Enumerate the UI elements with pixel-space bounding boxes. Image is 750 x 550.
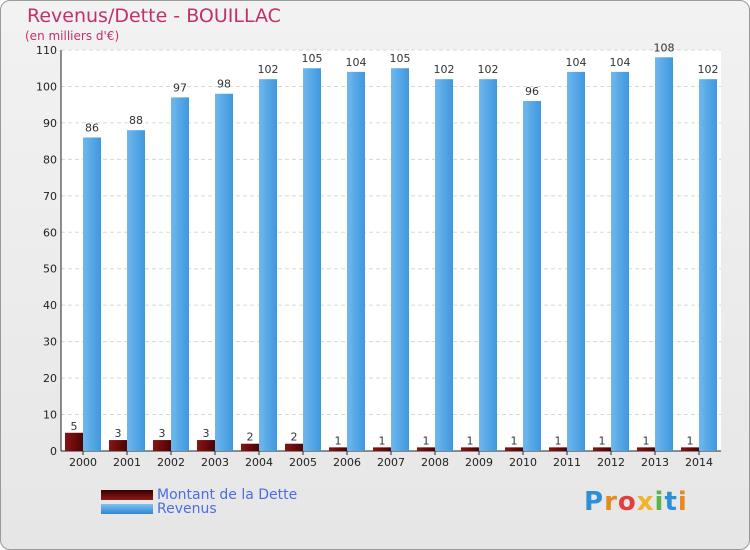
bar-dette bbox=[65, 432, 83, 451]
chart-title: Revenus/Dette - BOUILLAC bbox=[27, 5, 281, 27]
bar-dette bbox=[197, 440, 215, 451]
bar-revenus bbox=[347, 71, 365, 451]
bar-dette bbox=[241, 443, 259, 451]
data-label-revenus: 88 bbox=[129, 114, 143, 127]
y-tick-label: 40 bbox=[43, 299, 57, 312]
legend-item-dette: Montant de la Dette bbox=[101, 487, 298, 503]
proxiti-logo: Proxiti bbox=[584, 487, 688, 517]
bar-revenus bbox=[435, 79, 453, 451]
x-tick-label: 2005 bbox=[289, 456, 317, 469]
legend-swatch-dette bbox=[101, 490, 153, 500]
data-label-dette: 3 bbox=[115, 427, 122, 440]
legend-item-revenus: Revenus bbox=[101, 501, 217, 517]
data-label-dette: 1 bbox=[599, 434, 606, 447]
bar-dette bbox=[153, 440, 171, 451]
bar-dette bbox=[285, 443, 303, 451]
bar-revenus bbox=[523, 101, 541, 451]
data-label-revenus: 105 bbox=[390, 52, 411, 65]
data-label-revenus: 102 bbox=[698, 63, 719, 76]
x-tick-label: 2001 bbox=[113, 456, 141, 469]
legend-swatch-revenus bbox=[101, 504, 153, 514]
y-tick-label: 0 bbox=[50, 445, 57, 458]
bar-revenus bbox=[391, 68, 409, 452]
data-label-revenus: 108 bbox=[654, 41, 675, 54]
bar-dette bbox=[505, 447, 523, 451]
x-tick-label: 2008 bbox=[421, 456, 449, 469]
x-tick-label: 2014 bbox=[685, 456, 713, 469]
data-label-dette: 5 bbox=[71, 420, 78, 433]
data-label-dette: 2 bbox=[291, 431, 298, 444]
legend-label-revenus: Revenus bbox=[157, 501, 217, 517]
bar-revenus bbox=[215, 93, 233, 451]
data-label-dette: 1 bbox=[379, 434, 386, 447]
y-tick-label: 20 bbox=[43, 372, 57, 385]
bar-revenus bbox=[611, 71, 629, 451]
x-tick-label: 2003 bbox=[201, 456, 229, 469]
bar-dette bbox=[549, 447, 567, 451]
bar-revenus bbox=[655, 57, 673, 452]
bar-dette bbox=[681, 447, 699, 451]
y-tick-label: 70 bbox=[43, 190, 57, 203]
data-label-revenus: 104 bbox=[610, 56, 631, 69]
data-label-revenus: 102 bbox=[478, 63, 499, 76]
x-tick-label: 2002 bbox=[157, 456, 185, 469]
x-tick-label: 2004 bbox=[245, 456, 273, 469]
bar-revenus bbox=[127, 130, 145, 451]
bar-revenus bbox=[171, 97, 189, 452]
y-tick-label: 100 bbox=[36, 80, 57, 93]
data-label-dette: 3 bbox=[203, 427, 210, 440]
x-tick-label: 2000 bbox=[69, 456, 97, 469]
bar-dette bbox=[373, 447, 391, 451]
x-tick-label: 2013 bbox=[641, 456, 669, 469]
data-label-revenus: 86 bbox=[85, 121, 99, 134]
data-label-revenus: 96 bbox=[525, 85, 539, 98]
data-label-revenus: 97 bbox=[173, 81, 187, 94]
bar-dette bbox=[417, 447, 435, 451]
bar-revenus bbox=[699, 79, 717, 451]
bar-revenus bbox=[303, 68, 321, 452]
bar-dette bbox=[593, 447, 611, 451]
y-tick-label: 90 bbox=[43, 117, 57, 130]
y-tick-label: 80 bbox=[43, 153, 57, 166]
x-tick-label: 2006 bbox=[333, 456, 361, 469]
data-label-dette: 2 bbox=[247, 431, 254, 444]
data-label-revenus: 104 bbox=[346, 56, 367, 69]
y-tick-label: 110 bbox=[36, 44, 57, 57]
bar-revenus bbox=[479, 79, 497, 451]
bar-dette bbox=[109, 440, 127, 451]
data-label-revenus: 102 bbox=[258, 63, 279, 76]
data-label-dette: 1 bbox=[335, 434, 342, 447]
bar-dette bbox=[329, 447, 347, 451]
data-label-revenus: 105 bbox=[302, 52, 323, 65]
data-label-dette: 1 bbox=[467, 434, 474, 447]
y-tick-label: 60 bbox=[43, 226, 57, 239]
data-label-dette: 1 bbox=[643, 434, 650, 447]
bar-revenus bbox=[567, 71, 585, 451]
data-label-dette: 3 bbox=[159, 427, 166, 440]
x-tick-label: 2010 bbox=[509, 456, 537, 469]
y-tick-label: 30 bbox=[43, 336, 57, 349]
bar-revenus bbox=[259, 79, 277, 451]
data-label-revenus: 102 bbox=[434, 63, 455, 76]
data-label-dette: 1 bbox=[687, 434, 694, 447]
data-label-dette: 1 bbox=[555, 434, 562, 447]
data-label-dette: 1 bbox=[423, 434, 430, 447]
bar-dette bbox=[461, 447, 479, 451]
x-tick-label: 2007 bbox=[377, 456, 405, 469]
bar-revenus bbox=[83, 137, 101, 451]
data-label-revenus: 104 bbox=[566, 56, 587, 69]
legend-label-dette: Montant de la Dette bbox=[157, 487, 298, 503]
data-label-dette: 1 bbox=[511, 434, 518, 447]
x-tick-label: 2009 bbox=[465, 456, 493, 469]
y-tick-label: 50 bbox=[43, 263, 57, 276]
chart-subtitle: (en milliers d'€) bbox=[25, 29, 120, 43]
data-label-revenus: 98 bbox=[217, 78, 231, 91]
y-tick-label: 10 bbox=[43, 409, 57, 422]
x-tick-label: 2012 bbox=[597, 456, 625, 469]
bar-dette bbox=[637, 447, 655, 451]
x-tick-label: 2011 bbox=[553, 456, 581, 469]
